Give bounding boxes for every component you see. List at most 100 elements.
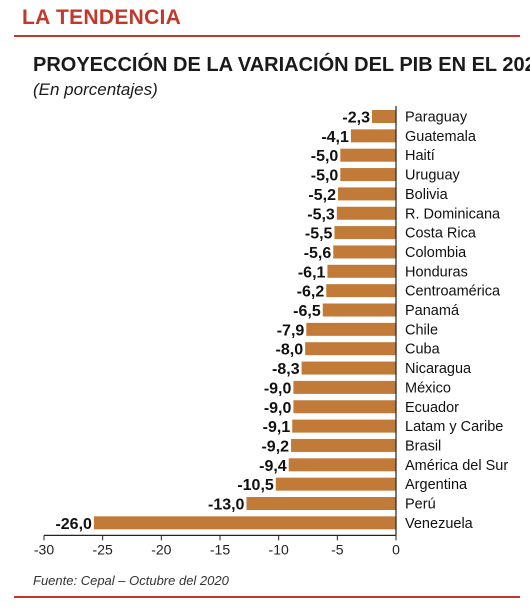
value-label-bg [286,263,328,280]
value-label-bg [251,418,293,435]
bar [324,264,396,278]
x-tick-label: -30 [34,541,54,557]
category-label: Uruguay [405,168,461,184]
bar [298,361,396,375]
category-label: Perú [405,497,436,513]
footer-divider [14,596,520,598]
source-note: Fuente: Cepal – Octubre del 2020 [33,573,229,588]
category-label: Bolivia [405,187,449,203]
bar [334,187,396,201]
x-tick-label: 0 [392,541,400,557]
bar [323,284,396,298]
bar [319,303,396,317]
value-label-bg [252,379,294,396]
category-label: Nicaragua [405,361,472,377]
value-label-bg [250,437,292,454]
x-tick-label: -5 [331,541,344,557]
chart-subtitle: (En porcentajes) [33,80,158,99]
value-label-bg [310,128,351,145]
value-label: -13,0 [208,497,245,514]
category-label: América del Sur [405,458,508,474]
bar [337,168,396,182]
value-label: -5,0 [311,148,339,165]
bar [90,516,396,530]
x-tick-label: -20 [151,541,171,557]
value-label: -10,5 [237,477,274,494]
bar [288,438,396,452]
value-label-bg [265,321,307,338]
category-label: Paraguay [405,110,468,126]
category-label: Costa Rica [405,226,477,242]
category-label: Latam y Caribe [405,419,503,435]
bar [243,497,396,510]
category-label: Venezuela [405,516,474,532]
bar [289,419,396,433]
value-label: -9,1 [263,419,291,436]
bar [369,110,396,123]
value-label: -6,5 [293,303,321,320]
value-label: -6,2 [297,284,325,301]
section-kicker: LA TENDENCIA [22,6,182,29]
value-label: -5,0 [311,168,339,185]
bar [347,129,396,143]
bar [337,148,396,162]
value-label: -5,3 [307,206,335,223]
x-tick-label: -15 [210,541,230,557]
x-tick-label: -25 [93,541,113,557]
category-label: Chile [405,322,438,338]
category-label: Centroamérica [405,284,501,300]
value-label-bg [225,476,276,493]
category-label: Argentina [405,477,468,493]
value-label-bg [292,244,334,261]
value-label-bg [299,167,341,184]
value-label: -8,0 [276,342,304,359]
value-label: -9,4 [259,458,287,475]
value-label: -8,3 [272,361,300,378]
value-label: -6,1 [298,264,326,281]
value-label-bg [260,360,302,377]
value-label-bg [43,515,94,532]
value-label: -4,1 [321,129,349,146]
bar [330,245,396,259]
category-label: Honduras [405,264,468,280]
bar [331,226,396,240]
category-label: Ecuador [405,400,459,416]
category-label: Haití [405,148,435,164]
value-label: -9,2 [261,438,289,455]
category-label: R. Dominicana [405,206,501,222]
value-label: -5,6 [304,245,332,262]
value-label: -7,9 [277,322,305,339]
value-label-bg [281,302,323,319]
category-label: Colombia [405,245,467,261]
value-label-bg [296,205,337,222]
value-label-bg [285,283,327,300]
bar [290,380,396,394]
value-label: -2,3 [342,110,370,127]
category-label: Guatemala [405,129,477,145]
kicker-divider [14,35,520,37]
value-label: -5,5 [305,226,333,243]
value-label-bg [252,399,294,416]
value-label-bg [299,147,341,164]
category-label: Brasil [405,438,441,454]
value-label: -5,2 [308,187,336,204]
value-label-bg [331,109,373,125]
bar [285,458,396,472]
x-tick-label: -10 [269,541,289,557]
bar [303,322,396,336]
value-label-bg [297,186,338,203]
category-label: Panamá [405,303,460,319]
bar [272,477,396,491]
chart-title: PROYECCIÓN DE LA VARIACIÓN DEL PIB EN EL… [33,54,530,76]
bar [302,342,396,356]
value-label: -9,0 [264,380,292,397]
category-label: México [405,380,451,396]
value-label-bg [196,496,247,512]
value-label-bg [264,341,306,358]
value-label-bg [293,225,335,242]
bar [290,400,396,414]
value-label: -9,0 [264,400,292,417]
bar [333,206,396,220]
value-label-bg [247,457,289,474]
